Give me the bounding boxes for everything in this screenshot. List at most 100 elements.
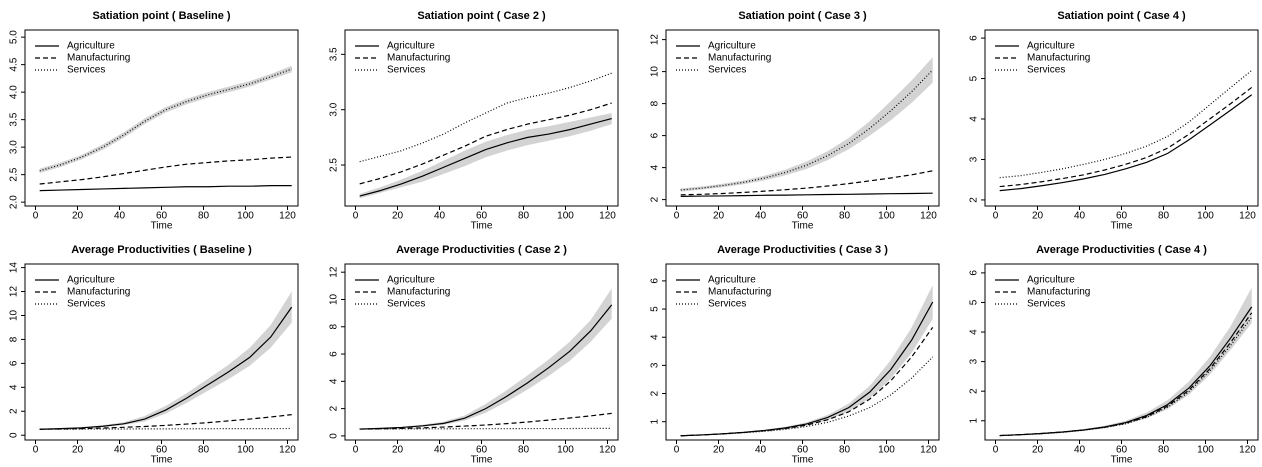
confidence-band xyxy=(39,291,292,430)
x-tick-label: 0 xyxy=(33,211,39,222)
x-tick-label: 100 xyxy=(557,445,574,456)
y-tick-label: 6 xyxy=(9,360,20,366)
series-line xyxy=(359,412,612,430)
legend-label: Manufacturing xyxy=(67,53,130,64)
x-tick-label: 120 xyxy=(279,211,296,222)
series-line xyxy=(359,72,612,163)
series-line xyxy=(680,327,934,437)
series-line xyxy=(39,306,293,430)
y-tick-label: 3 xyxy=(650,362,661,368)
x-tick-label: 100 xyxy=(878,445,895,456)
series-line xyxy=(680,356,934,437)
series-line xyxy=(39,414,292,430)
series-line xyxy=(999,69,1253,179)
y-tick-label: 8 xyxy=(9,336,20,342)
x-tick-label: 80 xyxy=(198,445,210,456)
x-tick-label: 60 xyxy=(1116,445,1128,456)
series-line xyxy=(999,316,1253,437)
x-axis-label: Time xyxy=(1111,221,1133,232)
y-tick-label: 3.0 xyxy=(329,102,340,116)
y-tick-label: 8 xyxy=(650,100,661,106)
series-line xyxy=(39,427,292,430)
chart-title: Average Productivities ( Case 4 ) xyxy=(1036,244,1207,256)
x-tick-label: 60 xyxy=(1116,211,1128,222)
y-tick-label: 12 xyxy=(650,34,661,46)
x-tick-label: 120 xyxy=(920,445,937,456)
legend-label: Services xyxy=(708,65,746,76)
confidence-band xyxy=(39,65,292,173)
x-axis-label: Time xyxy=(471,221,493,232)
x-tick-label: 20 xyxy=(72,445,84,456)
y-tick-label: 2 xyxy=(650,196,661,202)
series-line xyxy=(999,86,1253,188)
confidence-band xyxy=(999,287,1252,436)
x-tick-label: 120 xyxy=(920,211,937,222)
y-tick-label: 5.0 xyxy=(9,30,20,44)
series-line xyxy=(680,69,934,191)
x-tick-label: 40 xyxy=(114,445,126,456)
y-tick-label: 2 xyxy=(969,388,980,394)
y-tick-label: 4 xyxy=(9,384,20,390)
x-tick-label: 0 xyxy=(993,445,999,456)
legend-label: Manufacturing xyxy=(1027,53,1090,64)
series-line xyxy=(999,94,1253,192)
x-tick-label: 100 xyxy=(557,211,574,222)
x-tick-label: 0 xyxy=(353,445,359,456)
y-tick-label: 10 xyxy=(329,293,340,305)
x-tick-label: 120 xyxy=(1239,211,1256,222)
y-tick-label: 2 xyxy=(650,390,661,396)
x-tick-label: 120 xyxy=(1239,445,1256,456)
legend-label: Services xyxy=(387,65,425,76)
y-tick-label: 10 xyxy=(650,66,661,78)
series-line xyxy=(359,304,613,430)
x-tick-label: 40 xyxy=(1074,445,1086,456)
legend-label: Agriculture xyxy=(708,275,756,286)
series-line xyxy=(359,427,612,430)
x-axis-label: Time xyxy=(792,455,814,466)
x-tick-label: 120 xyxy=(599,445,616,456)
legend-label: Agriculture xyxy=(1027,41,1075,52)
y-tick-label: 4 xyxy=(969,116,980,122)
y-tick-label: 1 xyxy=(650,418,661,424)
legend-label: Manufacturing xyxy=(387,287,450,298)
y-tick-label: 4 xyxy=(650,334,661,340)
y-tick-label: 2 xyxy=(969,197,980,203)
x-axis-label: Time xyxy=(1111,455,1133,466)
y-tick-label: 2 xyxy=(329,405,340,411)
legend-label: Services xyxy=(67,65,105,76)
series-line xyxy=(680,170,933,196)
confidence-band xyxy=(680,285,933,437)
chart-title: Satiation point ( Baseline ) xyxy=(92,10,230,22)
x-tick-label: 20 xyxy=(72,211,84,222)
x-tick-label: 100 xyxy=(1197,211,1214,222)
y-tick-label: 14 xyxy=(9,262,20,274)
y-tick-label: 5 xyxy=(969,299,980,305)
x-tick-label: 80 xyxy=(518,211,530,222)
y-tick-label: 4.5 xyxy=(9,57,20,71)
x-tick-label: 40 xyxy=(755,211,767,222)
x-tick-label: 0 xyxy=(33,445,39,456)
x-tick-label: 80 xyxy=(839,211,851,222)
x-tick-label: 0 xyxy=(993,211,999,222)
x-tick-label: 100 xyxy=(237,211,254,222)
y-tick-label: 1 xyxy=(969,418,980,424)
y-tick-label: 3.5 xyxy=(329,47,340,61)
y-tick-label: 3 xyxy=(969,156,980,162)
x-tick-label: 20 xyxy=(713,445,725,456)
x-axis-label: Time xyxy=(151,455,173,466)
legend-label: Manufacturing xyxy=(1027,287,1090,298)
x-tick-label: 0 xyxy=(674,211,680,222)
x-tick-label: 80 xyxy=(839,445,851,456)
x-tick-label: 60 xyxy=(476,211,488,222)
legend-label: Agriculture xyxy=(67,275,115,286)
x-tick-label: 60 xyxy=(156,211,168,222)
y-tick-label: 0 xyxy=(329,433,340,439)
y-tick-label: 0 xyxy=(9,432,20,438)
y-tick-label: 2.0 xyxy=(9,195,20,209)
x-axis-label: Time xyxy=(151,221,173,232)
x-tick-label: 20 xyxy=(392,445,404,456)
x-tick-label: 40 xyxy=(1074,211,1086,222)
legend-label: Services xyxy=(387,299,425,310)
x-tick-label: 40 xyxy=(434,211,446,222)
series-line xyxy=(39,156,292,185)
